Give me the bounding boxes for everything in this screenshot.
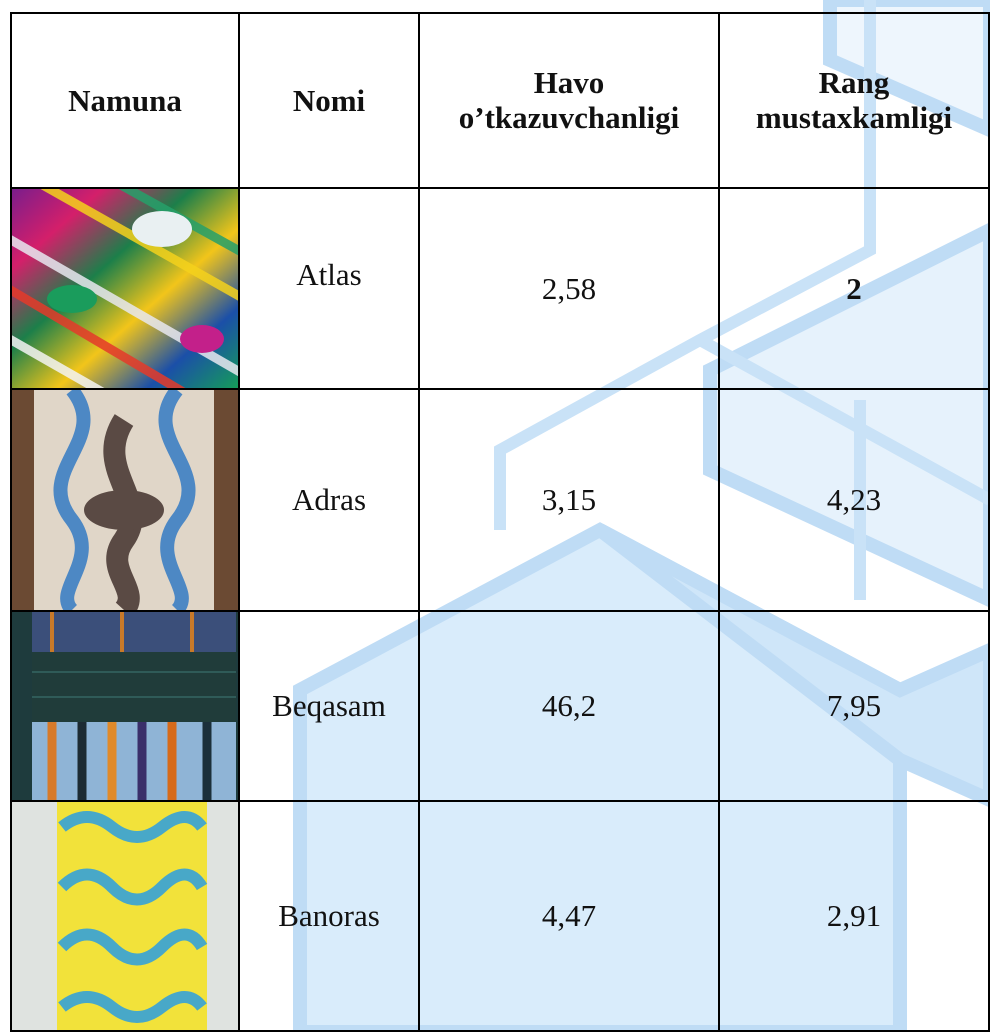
row: Beqasam 46,2 7,95: [10, 610, 990, 802]
header-cell: Namuna: [10, 12, 240, 189]
name-cell: Adras: [238, 388, 420, 612]
value-cell: 4,47: [418, 800, 720, 1032]
value-cell: 46,2: [418, 610, 720, 802]
value-cell: 2,91: [718, 800, 990, 1032]
value-cell: 4,23: [718, 388, 990, 612]
header-row: Namuna Nomi Havo o’tkazuvchanligi Rang m…: [10, 12, 990, 189]
beqasam-image: [12, 612, 238, 800]
row: Atlas 2,58 2: [10, 187, 990, 390]
value-cell: 7,95: [718, 610, 990, 802]
header-cell: Rang mustaxkamligi: [718, 12, 990, 189]
name-cell: Atlas: [238, 187, 420, 390]
fabric-table: Namuna Nomi Havo o’tkazuvchanligi Rang m…: [10, 12, 990, 1032]
value-cell: 2,58: [418, 187, 720, 390]
sample-cell: [10, 610, 240, 802]
banoras-image: [12, 802, 238, 1030]
sample-cell: [10, 187, 240, 390]
value-cell: 2: [718, 187, 990, 390]
value-cell: 3,15: [418, 388, 720, 612]
header-text: Havo o’tkazuvchanligi: [458, 64, 680, 136]
sample-cell: [10, 388, 240, 612]
atlas-image: [12, 189, 238, 388]
row: Banoras 4,47 2,91: [10, 800, 990, 1032]
name-cell: Banoras: [238, 800, 420, 1032]
header-text: Rang mustaxkamligi: [755, 64, 953, 136]
name-cell: Beqasam: [238, 610, 420, 802]
sample-cell: [10, 800, 240, 1032]
name-text: Atlas: [296, 256, 362, 292]
header-cell: Nomi: [238, 12, 420, 189]
adras-image: [12, 390, 238, 610]
row: Adras 3,15 4,23: [10, 388, 990, 612]
header-cell: Havo o’tkazuvchanligi: [418, 12, 720, 189]
